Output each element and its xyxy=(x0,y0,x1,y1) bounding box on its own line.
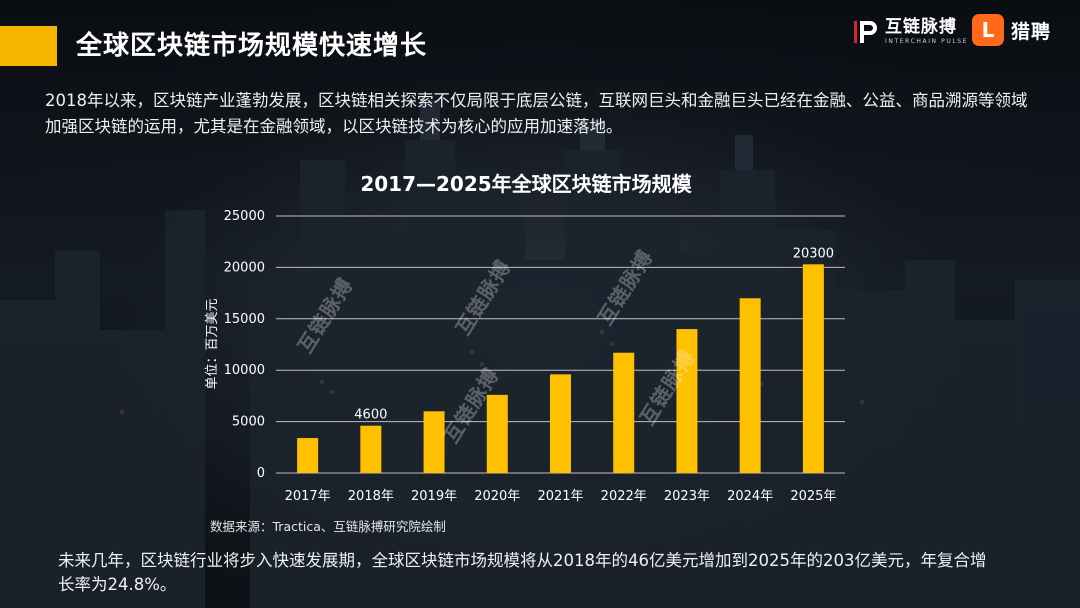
data-label: 20300 xyxy=(793,246,834,261)
interchain-pulse-logo-icon xyxy=(854,21,877,43)
bar-2022年 xyxy=(613,352,635,473)
bar-2024年 xyxy=(739,298,761,473)
y-tick-label: 25000 xyxy=(224,209,265,224)
chart-title: 2017—2025年全球区块链市场规模 xyxy=(360,172,692,196)
y-axis-label: 单位：百万美元 xyxy=(205,298,220,389)
x-tick-label: 2023年 xyxy=(664,489,710,504)
x-tick-label: 2018年 xyxy=(348,489,394,504)
liepin-logo-text: 猎聘 xyxy=(1011,20,1052,43)
x-tick-label: 2020年 xyxy=(474,489,520,504)
liepin-logo-icon: L xyxy=(972,14,1004,46)
y-tick-label: 5000 xyxy=(232,415,265,430)
intro-paragraph: 2018年以来，区块链产业蓬勃发展，区块链相关探索不仅局限于底层公链，互联网巨头… xyxy=(45,91,1028,136)
x-tick-label: 2024年 xyxy=(727,489,773,504)
x-tick-label: 2019年 xyxy=(411,489,457,504)
x-tick-label: 2021年 xyxy=(537,489,583,504)
bar-2017年 xyxy=(297,438,319,473)
y-tick-label: 20000 xyxy=(224,260,265,275)
logo-brand-en: INTERCHAIN PULSE xyxy=(885,38,969,45)
bar-2023年 xyxy=(676,329,698,473)
x-tick-label: 2022年 xyxy=(601,489,647,504)
bar-2018年 xyxy=(360,425,382,473)
interchain-pulse-logo: 互链脉搏 INTERCHAIN PULSE xyxy=(852,18,968,46)
y-tick-label: 10000 xyxy=(224,363,265,378)
logo-brand-cn: 互链脉搏 xyxy=(885,17,957,37)
bar-2020年 xyxy=(486,394,508,473)
bar-2021年 xyxy=(550,374,571,473)
y-tick-label: 15000 xyxy=(224,312,265,327)
bar-2025年 xyxy=(802,264,824,473)
bar-2019年 xyxy=(423,411,445,473)
x-tick-label: 2025年 xyxy=(790,489,836,504)
title-accent-bar xyxy=(0,26,57,66)
data-label: 4600 xyxy=(354,408,387,423)
x-tick-label: 2017年 xyxy=(285,489,331,504)
conclusion-paragraph: 未来几年，区块链行业将步入快速发展期，全球区块链市场规模将从2018年的46亿美… xyxy=(58,551,987,594)
page-title: 全球区块链市场规模快速增长 xyxy=(76,31,428,61)
y-tick-label: 0 xyxy=(257,466,265,481)
liepin-logo: L 猎聘 xyxy=(972,14,1051,46)
data-source-note: 数据来源：Tractica、互链脉搏研究院绘制 xyxy=(210,519,446,534)
